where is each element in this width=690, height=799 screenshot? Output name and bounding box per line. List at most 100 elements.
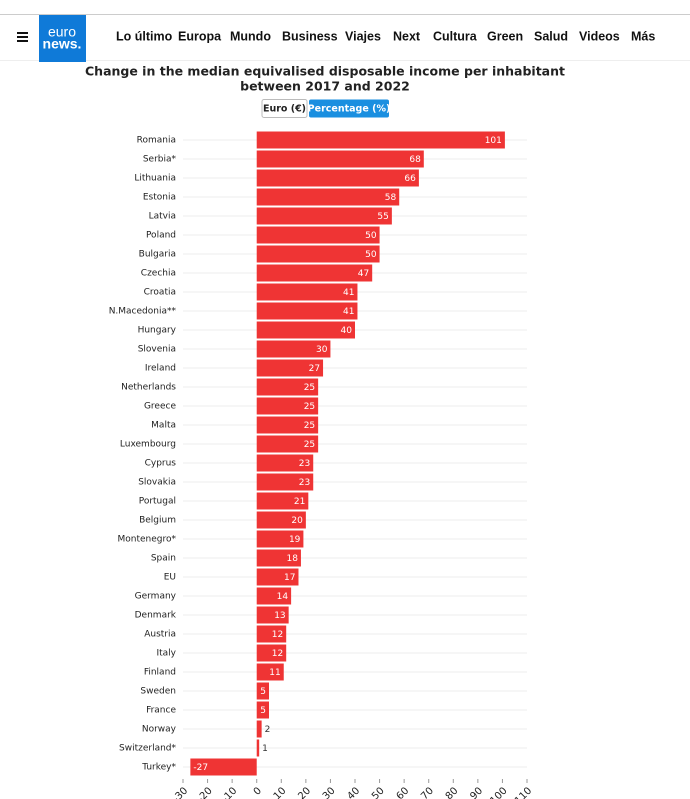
bar (256, 606, 289, 624)
y-tick-label: Croatia (144, 288, 176, 298)
nav-link[interactable]: Europa (178, 29, 222, 43)
y-tick-label: Czechia (141, 269, 176, 279)
x-tick-label: 80 (444, 785, 461, 799)
y-tick-label: Sweden (140, 687, 176, 697)
y-tick-label: Switzerland* (119, 744, 176, 754)
chart-title: between 2017 and 2022 (240, 79, 410, 94)
value-label: 27 (309, 364, 320, 374)
y-tick-label: Portugal (139, 497, 176, 507)
value-label: 23 (299, 478, 310, 488)
y-tick-label: EU (164, 573, 176, 583)
bar (256, 682, 269, 700)
bar (256, 264, 373, 282)
value-label: 41 (343, 288, 354, 298)
x-tick-label: 20 (296, 785, 313, 799)
y-tick-label: Norway (142, 725, 177, 735)
bar (256, 568, 299, 586)
bar (256, 131, 505, 149)
value-label: 11 (269, 668, 280, 678)
bar (256, 492, 309, 510)
x-tick-label: 30 (321, 785, 338, 799)
bar (256, 302, 358, 320)
value-label: 14 (277, 592, 289, 602)
value-label: 25 (304, 440, 315, 450)
bar (256, 378, 319, 396)
y-tick-label: Montenegro* (117, 535, 176, 545)
bar (256, 530, 304, 548)
bar (256, 150, 424, 168)
nav-link[interactable]: Next (393, 29, 421, 43)
value-label: 25 (304, 402, 315, 412)
bar (256, 397, 319, 415)
y-tick-label: Cyprus (145, 459, 177, 469)
logo-text: euro (48, 24, 76, 40)
value-label: 12 (272, 630, 283, 640)
value-label: 23 (299, 459, 310, 469)
value-label: 2 (265, 725, 271, 735)
y-tick-label: Slovakia (138, 478, 176, 488)
nav-link[interactable]: Lo último (116, 29, 173, 43)
y-tick-label: Serbia* (143, 155, 177, 165)
bar (256, 226, 380, 244)
y-tick-label: Estonia (143, 193, 176, 203)
y-tick-label: Netherlands (121, 383, 176, 393)
bar (256, 340, 331, 358)
y-tick-label: Finland (144, 668, 176, 678)
bar (190, 758, 257, 776)
nav-link[interactable]: Salud (534, 29, 568, 43)
nav-link[interactable]: Mundo (230, 29, 271, 43)
bar (256, 625, 287, 643)
nav-link[interactable]: Business (282, 29, 338, 43)
nav-link[interactable]: Más (631, 29, 655, 43)
y-tick-label: Denmark (135, 611, 177, 621)
value-label: 58 (385, 193, 397, 203)
bar (256, 207, 392, 225)
toggle-button[interactable] (261, 99, 308, 118)
value-label: 50 (365, 250, 377, 260)
bar (256, 720, 262, 738)
y-tick-label: Latvia (149, 212, 176, 222)
y-tick-label: Luxembourg (120, 440, 176, 450)
y-tick-label: Greece (144, 402, 176, 412)
value-label: 19 (289, 535, 301, 545)
x-tick-label: 110 (513, 785, 534, 799)
y-tick-label: Belgium (139, 516, 176, 526)
toggle-label: Percentage (%) (308, 104, 391, 115)
bar (256, 169, 419, 187)
x-tick-label: 70 (419, 785, 436, 799)
x-tick-label: 90 (468, 785, 485, 799)
value-label: 55 (377, 212, 388, 222)
x-tick-label: -20 (195, 785, 214, 799)
value-label: 25 (304, 383, 315, 393)
menu-button[interactable] (17, 32, 28, 42)
nav-link[interactable]: Videos (579, 29, 620, 43)
bar (256, 511, 306, 529)
y-tick-label: Italy (156, 649, 176, 659)
value-label: 30 (316, 345, 328, 355)
value-label: 12 (272, 649, 283, 659)
bar (256, 644, 287, 662)
x-tick-label: 60 (395, 785, 412, 799)
value-label: 50 (365, 231, 377, 241)
toggle-button[interactable] (309, 99, 389, 118)
nav-link[interactable]: Viajes (345, 29, 381, 43)
y-tick-label: Poland (146, 231, 176, 241)
x-tick-label: 10 (272, 785, 289, 799)
logo[interactable] (39, 15, 86, 62)
y-tick-label: Germany (135, 592, 177, 602)
nav-link[interactable]: Cultura (433, 29, 478, 43)
x-tick-label: 0 (252, 785, 264, 797)
y-tick-label: Lithuania (134, 174, 176, 184)
value-label: 5 (260, 706, 266, 716)
value-label: 41 (343, 307, 354, 317)
y-tick-label: Austria (144, 630, 176, 640)
bar (256, 549, 301, 567)
nav-link[interactable]: Green (487, 29, 523, 43)
y-tick-label: Turkey* (141, 763, 176, 773)
x-tick-label: -10 (220, 785, 239, 799)
x-tick-label: 40 (345, 785, 362, 799)
value-label: 66 (404, 174, 416, 184)
value-label: 101 (485, 136, 502, 146)
bar (256, 416, 319, 434)
